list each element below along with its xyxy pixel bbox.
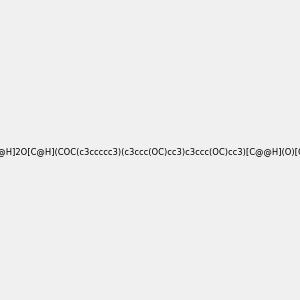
Text: O=C(Nc1nc(=O)n([C@@H]2O[C@H](COC(c3ccccc3)(c3ccc(OC)cc3)c3ccc(OC)cc3)[C@@H](O)[C: O=C(Nc1nc(=O)n([C@@H]2O[C@H](COC(c3ccccc… [0, 147, 300, 156]
